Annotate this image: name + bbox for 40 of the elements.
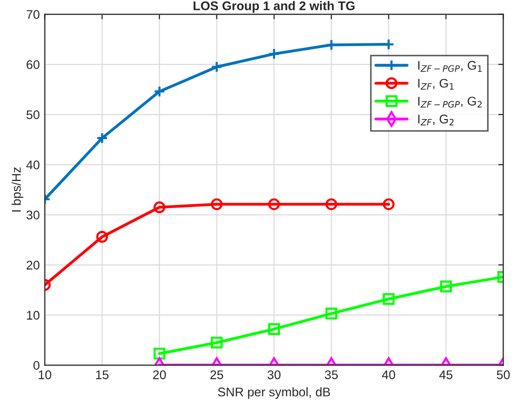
point — [325, 308, 338, 320]
point — [268, 323, 280, 335]
y-tick-label: 70 — [26, 10, 40, 19]
legend-label: I$_{ZF}$, G$_{1}$ — [418, 78, 454, 90]
point — [154, 348, 166, 360]
chart-title: LOS Group 1 and 2 with TG — [194, 1, 355, 13]
x-tick-label: 35 — [324, 370, 338, 380]
legend-label: I$_{ZF−PGP}$, G$_{1}$ — [418, 60, 482, 72]
legend-label: I$_{ZF}$, G$_{2}$ — [418, 114, 454, 126]
point — [96, 132, 108, 144]
y-axis-title: I bps/Hz — [12, 167, 24, 212]
y-tick-label: 20 — [26, 260, 40, 270]
point — [325, 198, 338, 210]
point — [382, 198, 395, 210]
x-tick-label: 30 — [268, 370, 281, 380]
y-tick-label: 10 — [26, 310, 40, 320]
x-axis-title: SNR per symbol, dB — [218, 387, 330, 399]
point — [382, 293, 395, 305]
x-tick-label: 50 — [496, 370, 510, 380]
point — [440, 280, 452, 292]
x-tick-label: 15 — [96, 370, 109, 380]
point — [96, 230, 108, 243]
point — [210, 61, 223, 73]
point — [268, 48, 280, 60]
x-tick-label: 40 — [382, 370, 396, 380]
point — [268, 198, 280, 210]
y-tick-label: 30 — [26, 210, 40, 220]
y-tick-label: 60 — [26, 60, 40, 70]
y-tick-label: 50 — [26, 110, 40, 120]
point — [210, 336, 223, 349]
x-tick-label: 20 — [153, 370, 166, 380]
x-tick-label: 45 — [439, 370, 452, 380]
x-tick-label: 10 — [38, 370, 52, 380]
y-tick-label: 0 — [33, 360, 40, 370]
point — [154, 86, 166, 98]
point — [210, 198, 223, 210]
y-tick-label: 40 — [26, 160, 40, 170]
legend-label: I$_{ZF−PGP}$, G$_{2}$ — [418, 96, 482, 108]
point — [154, 201, 166, 214]
x-tick-label: 25 — [210, 370, 224, 380]
